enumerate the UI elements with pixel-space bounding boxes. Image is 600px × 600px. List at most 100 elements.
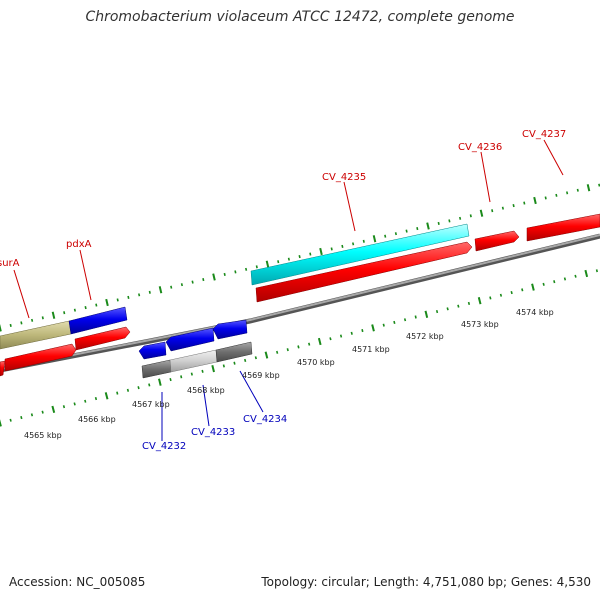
minor-tick (30, 413, 34, 417)
gene-arrow-pdxA[interactable] (74, 326, 131, 351)
minor-tick (137, 386, 140, 390)
gene-label-pdxA[interactable]: pdxA (66, 239, 92, 250)
gene-arrow-CV_4234[interactable] (212, 319, 248, 340)
minor-tick (416, 227, 419, 231)
gene-arrow-forward[interactable] (0, 360, 6, 377)
major-tick (533, 196, 537, 205)
gene-label-CV_4233[interactable]: CV_4233 (191, 427, 235, 438)
minor-tick (20, 415, 23, 420)
gene-arrow-CV_4237[interactable] (526, 213, 600, 242)
minor-tick (297, 345, 300, 349)
major-tick (424, 310, 429, 318)
minor-tick (116, 391, 119, 395)
minor-tick (414, 315, 417, 319)
major-tick (584, 269, 589, 278)
minor-tick (446, 307, 449, 311)
minor-tick (544, 196, 547, 200)
gene-label-surA[interactable]: surA (0, 258, 20, 269)
minor-tick (469, 214, 472, 218)
minor-tick (245, 267, 248, 271)
minor-tick (598, 183, 600, 187)
minor-tick (459, 216, 462, 220)
minor-tick (350, 331, 353, 335)
minor-tick (244, 358, 247, 363)
major-tick (531, 283, 535, 291)
minor-tick (63, 311, 66, 315)
minor-tick (499, 293, 503, 297)
minor-tick (491, 209, 494, 213)
gene-label-CV_4232[interactable]: CV_4232 (142, 441, 186, 452)
major-tick (105, 298, 109, 307)
gene-band-CV_4235[interactable] (250, 223, 470, 286)
major-tick (477, 297, 482, 305)
minor-tick (233, 361, 236, 365)
major-tick (158, 378, 162, 386)
gene-label-CV_4236[interactable]: CV_4236 (458, 142, 502, 153)
minor-tick (405, 229, 408, 233)
minor-tick (555, 193, 558, 197)
minor-tick (512, 204, 515, 208)
major-tick (0, 324, 2, 332)
minor-tick (437, 221, 440, 225)
minor-tick (403, 318, 407, 322)
gene-label-CV_4237[interactable]: CV_4237 (522, 129, 566, 140)
major-tick (51, 405, 56, 414)
accession-text: Accession: NC_005085 (9, 575, 146, 589)
minor-tick (563, 277, 567, 281)
gene-arrow-CV_4232[interactable] (138, 341, 167, 360)
gene-band-CV_4232[interactable] (141, 359, 172, 379)
gene-band-CV_4233[interactable] (169, 349, 218, 373)
minor-tick (574, 274, 577, 278)
scale-label: 4571 kbp (352, 345, 390, 354)
reverse-gene-labels: CV_4232 CV_4233 CV_4234 (142, 414, 287, 452)
minor-tick (489, 296, 492, 300)
minor-tick (501, 206, 504, 210)
gene-label-CV_4234[interactable]: CV_4234 (243, 414, 287, 425)
minor-tick (595, 269, 598, 273)
minor-tick (287, 257, 290, 261)
minor-tick (576, 188, 579, 192)
scale-labels: 4565 kbp 4566 kbp 4567 kbp 4568 kbp 4569… (24, 308, 554, 440)
major-tick (51, 311, 56, 319)
minor-tick (523, 201, 526, 205)
minor-tick (9, 418, 12, 422)
gene-arrow-CV_4236[interactable] (474, 230, 520, 252)
major-tick (317, 337, 322, 346)
minor-tick (329, 337, 332, 341)
forward-gene-labels: surA pdxA CV_4235 CV_4236 CV_4237 (0, 129, 566, 269)
minor-tick (94, 396, 98, 401)
gene-band-pdxA[interactable] (68, 306, 128, 335)
scale-label: 4569 kbp (242, 371, 280, 380)
gene-arrow-CV_4235[interactable] (255, 241, 473, 303)
minor-tick (382, 323, 385, 327)
major-tick (372, 235, 377, 243)
minor-tick (234, 270, 237, 274)
highlight-band (250, 223, 470, 286)
minor-tick (190, 372, 193, 376)
minor-tick (95, 303, 98, 307)
minor-tick (510, 290, 513, 295)
major-tick (211, 364, 215, 373)
minor-tick (9, 323, 12, 327)
minor-tick (84, 306, 87, 310)
gene-label-CV_4235[interactable]: CV_4235 (322, 172, 366, 183)
scale-label: 4565 kbp (24, 431, 62, 440)
major-tick (426, 222, 430, 230)
minor-tick (308, 342, 311, 346)
minor-tick (277, 260, 280, 264)
minor-tick (138, 293, 141, 297)
minor-tick (223, 272, 226, 276)
minor-tick (191, 280, 194, 284)
minor-tick (384, 234, 387, 238)
minor-tick (41, 316, 44, 320)
gene-arrow-surA[interactable] (4, 343, 77, 372)
minor-tick (84, 399, 87, 403)
minor-tick (448, 219, 451, 223)
gene-arrow-CV_4233[interactable] (165, 327, 215, 352)
minor-tick (435, 309, 439, 314)
gene-band-CV_4234[interactable] (215, 341, 253, 363)
scale-label: 4573 kbp (461, 320, 499, 329)
minor-tick (341, 244, 344, 248)
minor-tick (170, 285, 173, 289)
